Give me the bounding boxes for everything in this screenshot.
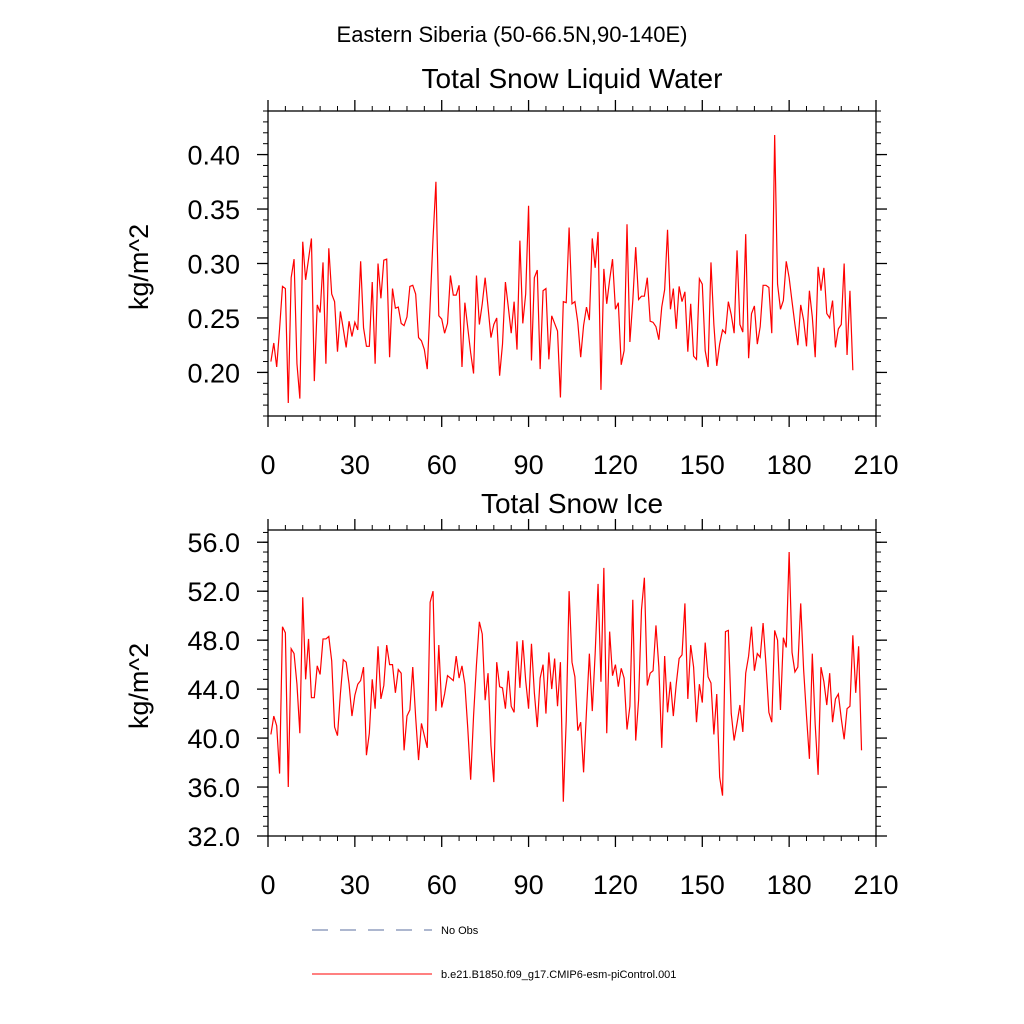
x-tick-label: 60 [427, 870, 457, 900]
panel2-x-tick-labels: 0 30 60 90 120 150 180 210 [260, 870, 898, 900]
x-tick-label: 150 [680, 870, 725, 900]
x-tick-label: 60 [427, 450, 457, 480]
x-tick-label: 120 [593, 870, 638, 900]
x-tick-label: 30 [340, 450, 370, 480]
x-tick-label: 90 [514, 870, 544, 900]
x-tick-label: 90 [514, 450, 544, 480]
panel2-plot-frame [267, 529, 877, 837]
panel2-ylabel: kg/m^2 [124, 643, 154, 729]
x-tick-label: 150 [680, 450, 725, 480]
y-tick-label: 48.0 [187, 626, 240, 656]
x-tick-label: 180 [767, 450, 812, 480]
y-tick-label: 0.30 [187, 250, 240, 280]
panel1-title: Total Snow Liquid Water [422, 63, 723, 94]
panel1-ylabel: kg/m^2 [124, 224, 154, 310]
x-tick-label: 210 [853, 450, 898, 480]
y-tick-label: 0.20 [187, 358, 240, 388]
panel2-y-tick-labels: 32.0 36.0 40.0 44.0 48.0 52.0 56.0 [187, 528, 240, 852]
panel1-ticks [257, 100, 887, 427]
panel1-series-line [270, 134, 854, 403]
y-tick-label: 44.0 [187, 675, 240, 705]
y-tick-label: 32.0 [187, 822, 240, 852]
x-tick-label: 0 [260, 870, 275, 900]
legend-no-obs-label: No Obs [441, 925, 479, 937]
y-tick-label: 52.0 [187, 577, 240, 607]
x-tick-label: 0 [260, 450, 275, 480]
panel1-x-tick-labels: 0 30 60 90 120 150 180 210 [260, 450, 898, 480]
panel1-y-tick-labels: 0.20 0.25 0.30 0.35 0.40 [187, 141, 240, 389]
x-tick-label: 180 [767, 870, 812, 900]
y-tick-label: 0.25 [187, 304, 240, 334]
y-tick-label: 0.40 [187, 141, 240, 171]
panel-snow-ice: Total Snow Ice kg/m^2 32.0 36.0 40.0 44.0 48… [124, 488, 899, 900]
panel-snow-liquid-water: Total Snow Liquid Water kg/m^2 0.200.250… [124, 63, 899, 480]
y-tick-label: 0.35 [187, 195, 240, 225]
x-tick-label: 210 [853, 870, 898, 900]
y-tick-label: 40.0 [187, 724, 240, 754]
y-tick-label: 36.0 [187, 773, 240, 803]
panel2-ticks [257, 519, 887, 847]
y-tick-label: 56.0 [187, 528, 240, 558]
legend-model-label: b.e21.B1850.f09_g17.CMIP6-esm-piControl.… [441, 969, 676, 981]
figure-super-title: Eastern Siberia (50-66.5N,90-140E) [337, 22, 688, 47]
x-tick-label: 30 [340, 870, 370, 900]
x-tick-label: 120 [593, 450, 638, 480]
panel2-series-line [270, 552, 863, 802]
legend: No Obs b.e21.B1850.f09_g17.CMIP6-esm-piC… [312, 925, 676, 981]
panel2-title: Total Snow Ice [481, 488, 663, 519]
panel1-plot-frame [267, 110, 877, 417]
